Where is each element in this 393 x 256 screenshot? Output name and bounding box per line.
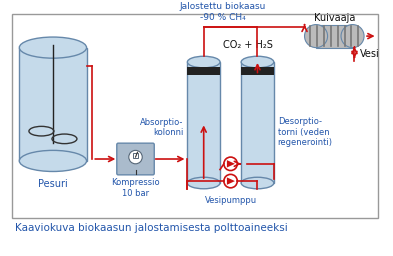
Ellipse shape bbox=[241, 177, 274, 189]
Ellipse shape bbox=[187, 177, 220, 189]
FancyBboxPatch shape bbox=[117, 143, 154, 175]
Text: Kaaviokuva biokaasun jalostamisesta polttoaineeksi: Kaaviokuva biokaasun jalostamisesta polt… bbox=[15, 223, 288, 233]
Bar bbox=[241, 67, 274, 76]
Polygon shape bbox=[227, 160, 235, 167]
Ellipse shape bbox=[341, 25, 364, 48]
Text: Kompressio
10 bar: Kompressio 10 bar bbox=[111, 178, 160, 198]
Ellipse shape bbox=[19, 150, 86, 172]
Ellipse shape bbox=[19, 37, 86, 58]
Ellipse shape bbox=[305, 25, 328, 48]
Text: Jalostettu biokaasu
-90 % CH₄: Jalostettu biokaasu -90 % CH₄ bbox=[180, 2, 266, 22]
Text: Vesipumppu: Vesipumppu bbox=[204, 196, 257, 206]
Bar bbox=[187, 67, 220, 76]
Text: Pesuri: Pesuri bbox=[38, 179, 68, 189]
Bar bbox=[187, 62, 220, 183]
Bar bbox=[12, 14, 378, 218]
Polygon shape bbox=[227, 177, 235, 185]
Text: Absorptio-
kolonni: Absorptio- kolonni bbox=[140, 118, 184, 137]
Text: Kuivaaja: Kuivaaja bbox=[314, 13, 355, 23]
Text: CO₂ + H₂S: CO₂ + H₂S bbox=[223, 40, 273, 50]
Bar bbox=[241, 62, 274, 183]
Bar bbox=[19, 48, 86, 161]
Circle shape bbox=[129, 150, 142, 164]
Ellipse shape bbox=[187, 56, 220, 68]
Text: Vesi: Vesi bbox=[360, 49, 380, 59]
Ellipse shape bbox=[241, 56, 274, 68]
Bar bbox=[133, 153, 138, 158]
Circle shape bbox=[224, 174, 237, 188]
Text: Desorptio-
torni (veden
regenerointi): Desorptio- torni (veden regenerointi) bbox=[277, 117, 332, 147]
Bar bbox=[316, 25, 353, 48]
Circle shape bbox=[224, 157, 237, 170]
